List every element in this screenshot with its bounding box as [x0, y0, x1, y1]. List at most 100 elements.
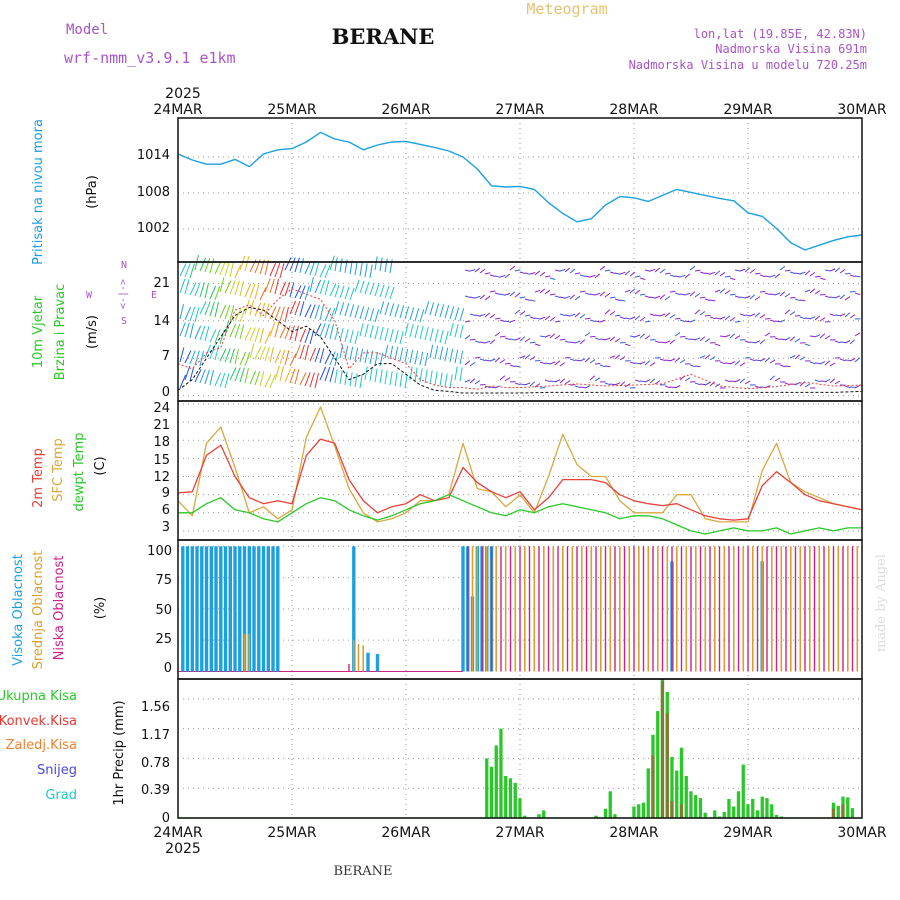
wind-arrow: [404, 322, 409, 337]
wind-arrow: [394, 304, 400, 318]
precip-conv-bar: [831, 808, 836, 818]
cloud-low-bar: [813, 546, 816, 672]
wind-arrow: [404, 374, 408, 389]
wind-arrow: [744, 267, 751, 273]
wind-arrow: [289, 300, 297, 315]
wind-arrow: [244, 283, 252, 298]
wind-arrow: [594, 292, 601, 296]
wind-arrow: [519, 310, 526, 316]
cloud-mid-bar: [856, 546, 859, 672]
wind-arrow: [749, 268, 756, 274]
wind-arrow: [844, 312, 851, 318]
cloud-mid-bar: [524, 546, 526, 672]
wind-arrow: [669, 339, 676, 345]
wind-arrow: [679, 274, 686, 278]
day-label-top: 24MAR: [153, 102, 202, 118]
wind-arrow: [449, 374, 453, 389]
wind-arrow: [384, 327, 389, 342]
precip-total-bar: [703, 812, 707, 818]
wind-arrow: [664, 359, 671, 362]
cloud-high-bar: [219, 546, 223, 672]
wind-arrow: [244, 299, 250, 315]
wind-arrow: [379, 301, 385, 315]
wind-arrow: [609, 383, 616, 386]
wind-arrow: [749, 294, 756, 300]
wind-arrow: [379, 257, 383, 272]
wind-arrow: [284, 325, 291, 340]
wind-arrow: [509, 364, 516, 368]
day-label-bottom: 28MAR: [609, 825, 658, 841]
wind-arrow: [629, 316, 636, 320]
wind-arrow: [729, 333, 736, 339]
wind-arrow: [194, 369, 202, 383]
wind-arrow: [524, 354, 531, 360]
wind-arrow: [654, 295, 661, 299]
wind-arrow: [584, 332, 591, 337]
wind-arrow: [739, 362, 746, 367]
wind-arrow: [224, 261, 230, 277]
wind-arrow: [179, 322, 186, 337]
wind-arrow: [819, 317, 826, 322]
wind-arrow: [374, 256, 378, 271]
wind-arrow: [849, 291, 856, 293]
wind-arrow: [804, 289, 811, 293]
wind-arrow: [179, 374, 187, 389]
wind-arrow: [674, 317, 681, 320]
wind-arrow: [424, 369, 428, 384]
wind-arrow: [544, 379, 551, 383]
precip-total-bar: [741, 764, 745, 818]
cloud-ylabel-high: Visoka Oblacnost: [11, 554, 26, 666]
compass-n: N: [121, 260, 127, 271]
cloud-low-bar: [528, 546, 531, 672]
precip-grid: [178, 679, 862, 818]
wind-arrow: [599, 291, 606, 297]
wind-arrow: [334, 301, 340, 315]
wind-arrow: [244, 351, 251, 367]
wind-arrow: [349, 287, 355, 301]
wind-arrow: [544, 289, 551, 295]
wind-arrow: [384, 302, 390, 316]
cloud-low-bar: [671, 546, 673, 672]
wind-arrow: [589, 293, 596, 296]
wind-arrow: [689, 319, 696, 323]
wind-arrow: [849, 357, 856, 362]
wind-arrow: [779, 291, 786, 297]
cloud-low-bar: [766, 546, 768, 672]
cloud-mid-bar: [514, 546, 517, 672]
wind-arrow: [844, 340, 851, 344]
pressure-tick-1002: 1002: [137, 221, 170, 236]
wind-arrow: [199, 301, 207, 315]
wind-arrow: [359, 280, 365, 294]
wind-arrow: [444, 330, 449, 345]
wind-arrow: [324, 264, 331, 279]
compass-w: W: [86, 290, 93, 301]
wind-arrow: [399, 330, 404, 345]
day-label-top: 26MAR: [381, 102, 430, 118]
wind-arrow: [284, 368, 292, 383]
wind-arrow: [774, 320, 781, 323]
wind-arrow: [614, 298, 621, 302]
wind-arrow: [609, 310, 616, 316]
precip-ylabel: 1hr Precip (mm): [112, 700, 127, 805]
cloud-low-bar: [614, 546, 616, 672]
wind-arrow: [474, 295, 481, 299]
wind-arrow: [184, 306, 192, 321]
cloud-high-bar: [214, 546, 218, 672]
precip-total-bar: [489, 766, 494, 818]
cloud-high-bar: [366, 652, 370, 672]
wind-arrow: [769, 274, 776, 278]
wind-arrow: [189, 366, 195, 382]
cloud-mid-bar: [562, 546, 564, 672]
wind-arrow: [329, 283, 337, 297]
wind-arrow: [699, 355, 706, 359]
wind-arrow: [569, 358, 576, 362]
wind-arrow: [229, 305, 235, 321]
wind-arrow: [444, 373, 448, 388]
wind-arrow: [659, 294, 666, 300]
wind-arrow: [639, 361, 646, 365]
wind-arrow: [329, 307, 336, 323]
wind-arrow: [329, 351, 336, 366]
wind-arrow: [289, 282, 295, 298]
wind-arrow: [784, 269, 791, 272]
wind-arrow: [534, 317, 541, 320]
